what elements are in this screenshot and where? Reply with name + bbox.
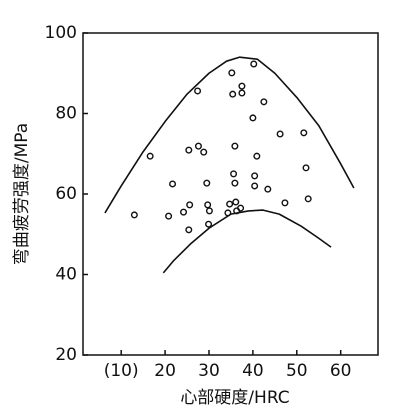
x-tick-label: (10) [104,361,139,381]
data-point [186,201,194,209]
y-tick-label: 40 [55,265,77,285]
data-point [251,172,259,180]
data-point [229,90,237,98]
data-point [231,142,239,150]
data-point [231,179,239,187]
data-point [130,211,138,219]
data-point [250,60,258,68]
x-tick-label: 50 [286,361,308,381]
data-point [204,201,212,209]
data-point [228,69,236,77]
data-point [237,204,245,212]
y-axis-label: 弯曲疲劳强度/MPa [12,123,32,265]
data-point [249,114,257,122]
data-point [165,212,173,220]
data-point [304,195,312,203]
data-point [226,200,234,208]
data-point [146,152,154,160]
y-tick-label: 80 [55,104,77,124]
envelope-curve [104,56,355,214]
data-point [205,220,213,228]
data-point [194,142,202,150]
data-point [281,199,289,207]
x-tick-label: 20 [154,361,176,381]
data-point [260,98,268,106]
data-point [253,152,261,160]
y-tick-label: 20 [55,345,77,365]
x-tick-label: 60 [330,361,352,381]
data-point [300,129,308,137]
data-point [185,146,193,154]
x-tick-label: 40 [242,361,264,381]
data-point [169,180,177,188]
data-point [185,226,193,234]
data-point [203,179,211,187]
data-point [194,87,202,95]
data-point [251,182,259,190]
data-point [264,185,272,193]
data-point [238,82,246,90]
data-point [232,198,240,206]
data-point [302,164,310,172]
x-tick-label: 30 [198,361,220,381]
data-point [230,170,238,178]
data-point [200,148,208,156]
data-point [205,207,213,215]
envelope-curve [162,209,332,274]
y-tick-label: 60 [55,184,77,204]
plot-frame [82,32,379,356]
data-point [180,208,188,216]
data-point [238,89,246,97]
data-point [276,130,284,138]
x-axis-label: 心部硬度/HRC [180,388,289,408]
y-tick-label: 100 [45,23,77,43]
